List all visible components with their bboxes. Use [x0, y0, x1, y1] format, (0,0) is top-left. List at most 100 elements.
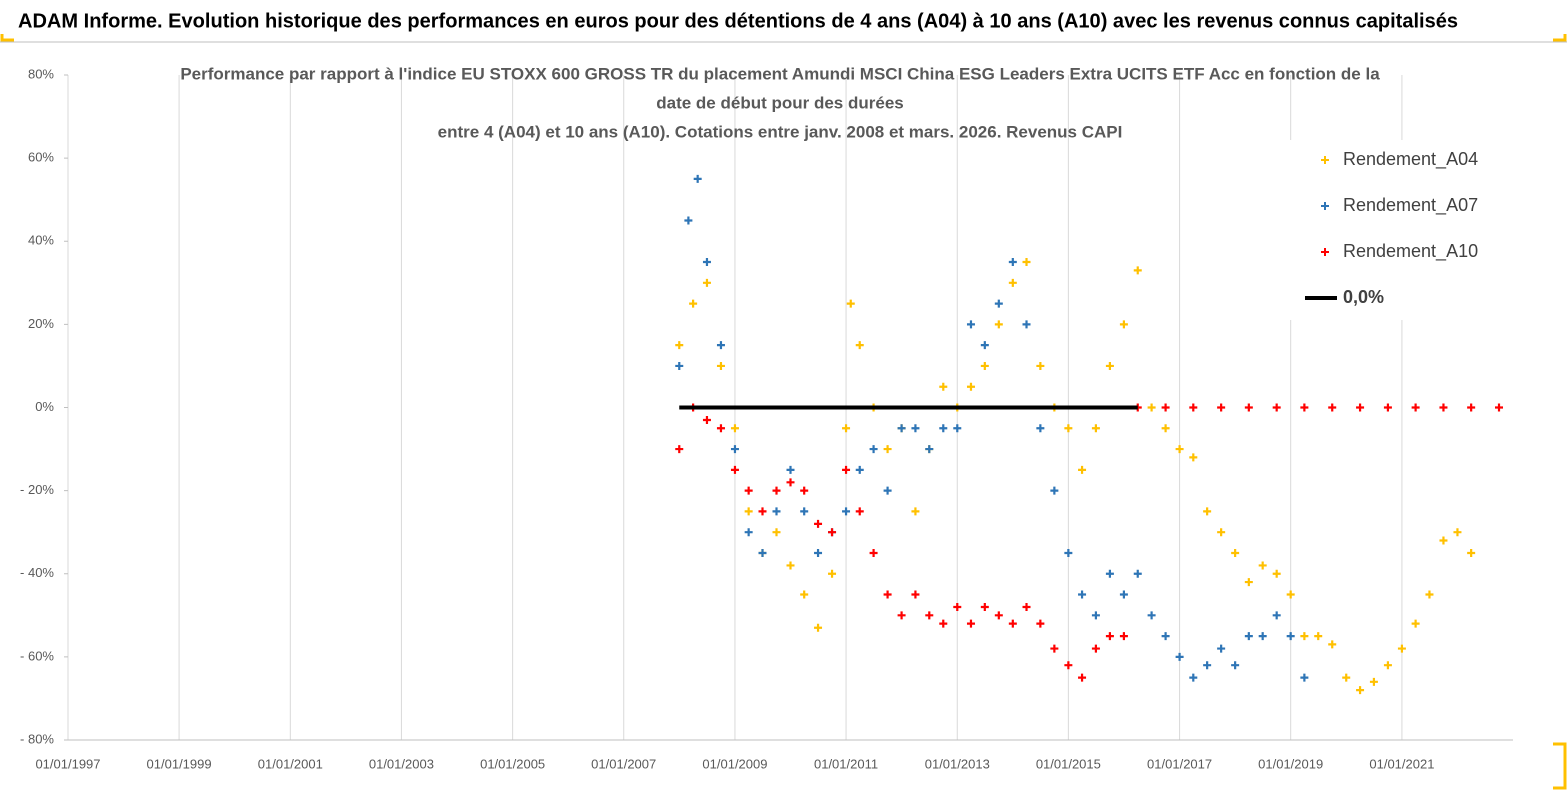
data-point [994, 320, 1003, 329]
data-point [855, 507, 864, 516]
data-point [966, 382, 975, 391]
y-tick-label: 20% [28, 316, 54, 331]
plot-area: 01/01/1997 01/01/1999 01/01/2001 01/01/2003… [20, 64, 1513, 771]
data-point [1036, 361, 1045, 370]
x-tick-label: 01/01/2003 [369, 756, 434, 771]
data-point [842, 465, 851, 474]
data-point [1133, 569, 1142, 578]
data-point [675, 445, 684, 454]
y-tick-label: - 80% [20, 731, 54, 746]
data-point [675, 341, 684, 350]
data-point [1369, 677, 1378, 686]
data-point [1328, 403, 1337, 412]
data-point [1078, 673, 1087, 682]
data-point [1050, 644, 1059, 653]
data-point [1342, 673, 1351, 682]
data-point [1022, 603, 1031, 611]
data-point [1189, 403, 1198, 412]
data-point [730, 445, 739, 454]
data-point [828, 569, 837, 578]
x-tick-label: 01/01/2017 [1147, 756, 1212, 771]
data-point [1272, 403, 1281, 412]
data-point [883, 590, 892, 599]
data-point [1189, 673, 1198, 682]
data-point [953, 603, 962, 611]
y-tick-label: 80% [28, 66, 54, 81]
data-point [1383, 661, 1392, 670]
data-point [1022, 320, 1031, 329]
data-point [1244, 403, 1253, 412]
data-point [800, 486, 809, 495]
data-point [786, 478, 795, 487]
data-point [1189, 453, 1198, 462]
data-point [1244, 632, 1253, 641]
legend-swatch [1321, 248, 1329, 256]
data-point [1022, 258, 1031, 267]
data-point [1161, 403, 1170, 412]
data-point [744, 507, 753, 516]
data-point [758, 548, 767, 557]
corner-deco [0, 34, 1567, 42]
data-point [730, 424, 739, 433]
data-point [1217, 644, 1226, 653]
x-tick-label: 01/01/2007 [591, 756, 656, 771]
data-point [1286, 590, 1295, 599]
data-point [953, 424, 962, 433]
data-point [1091, 611, 1100, 620]
data-point [1064, 548, 1073, 557]
data-point [842, 507, 851, 516]
data-point [1439, 403, 1448, 412]
data-point [1105, 632, 1114, 641]
data-point [869, 548, 878, 557]
legend-swatch [1321, 202, 1329, 210]
data-point [966, 619, 975, 628]
data-point [1091, 644, 1100, 653]
data-point [911, 590, 920, 599]
data-point [1050, 486, 1059, 495]
x-tick-label: 01/01/2013 [925, 756, 990, 771]
data-point [1008, 619, 1017, 628]
data-point [693, 174, 702, 183]
data-point [1300, 403, 1309, 412]
data-point [702, 415, 711, 424]
data-point [1356, 686, 1365, 695]
data-point [1008, 278, 1017, 287]
data-point [716, 341, 725, 350]
data-point [716, 361, 725, 370]
data-point [684, 216, 693, 225]
data-point [814, 548, 823, 557]
data-point [675, 361, 684, 370]
data-point [1091, 424, 1100, 433]
data-point [1078, 465, 1087, 474]
data-point [897, 424, 906, 433]
corner-deco [1553, 742, 1567, 790]
data-point [1175, 445, 1184, 454]
data-point [1105, 361, 1114, 370]
data-point [716, 424, 725, 433]
legend-label: 0,0% [1343, 287, 1384, 307]
y-tick-label: 40% [28, 233, 54, 248]
data-point [939, 619, 948, 628]
data-point [980, 603, 989, 611]
data-point [925, 445, 934, 454]
data-point [1203, 661, 1212, 670]
data-point [994, 299, 1003, 308]
data-point [925, 611, 934, 620]
y-tick-label: - 60% [20, 648, 54, 663]
data-point [1119, 590, 1128, 599]
data-point [1383, 403, 1392, 412]
data-point [772, 528, 781, 537]
data-point [869, 445, 878, 454]
data-point [1258, 632, 1267, 641]
data-point [1467, 403, 1476, 412]
data-point [1147, 611, 1156, 620]
data-point [814, 623, 823, 632]
data-point [1203, 507, 1212, 516]
data-point [1217, 403, 1226, 412]
x-tick-label: 01/01/2001 [258, 756, 323, 771]
legend-box [1280, 140, 1510, 320]
data-point [1453, 528, 1462, 537]
chart-title: date de début pour des durées [656, 93, 904, 112]
data-point [1064, 661, 1073, 670]
data-point [1133, 266, 1142, 275]
